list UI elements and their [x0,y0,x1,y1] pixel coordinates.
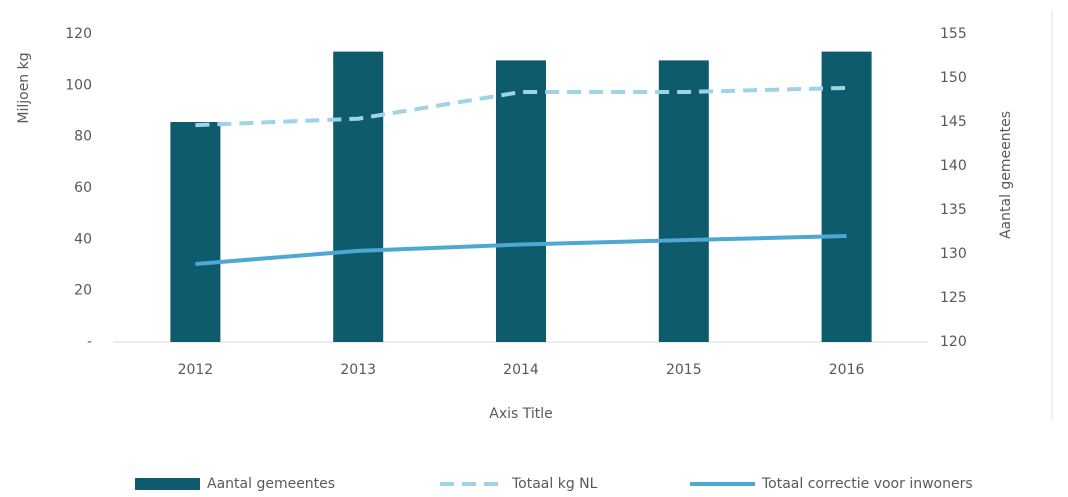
x-tick-label: 2016 [829,362,865,378]
x-axis-title: Axis Title [489,406,553,422]
legend-swatch [135,478,200,490]
x-tick-label: 2012 [178,362,214,378]
x-tick-label: 2014 [503,362,539,378]
y-tick-label: 120 [65,26,92,42]
y-tick-label: 80 [74,129,92,145]
y2-tick-label: 140 [940,158,967,174]
y2-tick-label: 150 [940,70,967,86]
x-tick-label: 2013 [340,362,376,378]
line [195,233,847,266]
y-tick-label: - [87,334,92,350]
bar [170,122,221,342]
bar [821,51,872,342]
y2-axis-title: Aantal gemeentes [998,111,1014,239]
y2-tick-label: 120 [940,334,967,350]
y2-tick-label: 155 [940,26,967,42]
y-tick-label: 60 [74,180,92,196]
bar [496,60,546,343]
y-axis-title: Miljoen kg [16,52,32,123]
legend-label: Totaal correctie voor inwoners [761,476,973,492]
y-tick-label: 100 [65,77,92,93]
y2-tick-label: 130 [940,246,967,262]
x-tick-label: 2015 [666,362,702,378]
legend-label: Totaal kg NL [511,476,598,492]
y2-tick-label: 145 [940,114,967,130]
bar [333,51,384,342]
legend-label: Aantal gemeentes [207,476,335,492]
y2-tick-label: 135 [940,202,967,218]
y2-tick-label: 125 [940,290,967,306]
bar [658,60,709,343]
y-tick-label: 20 [74,283,92,299]
y-tick-label: 40 [74,231,92,247]
